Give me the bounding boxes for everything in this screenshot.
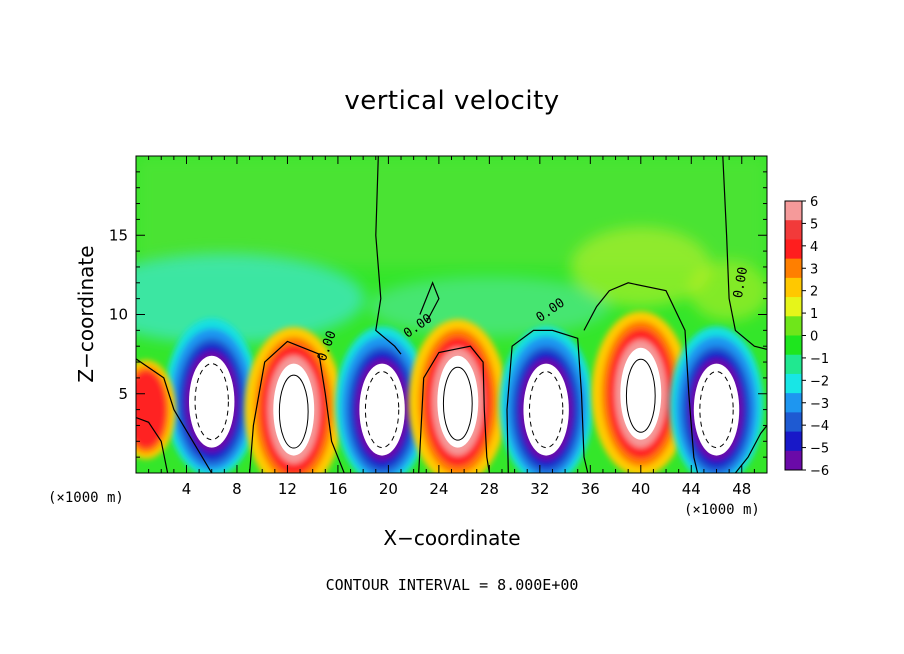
x-tick-label: 20 [379,480,398,498]
colorbar-tick-label: −1 [810,352,829,367]
colorbar-swatch [785,201,802,221]
colorbar-swatch [785,431,802,452]
convective-cell [136,360,176,460]
convective-cell [499,326,594,473]
convective-cell [591,311,691,473]
x-tick-label: 44 [682,480,701,498]
band-blob [570,226,711,307]
y-tick-label: 10 [109,306,128,324]
colorbar-tick-label: −5 [810,442,829,457]
colorbar-swatch [785,239,802,260]
colorbar-swatch [785,220,802,240]
contour-interval-note: CONTOUR INTERVAL = 8.000E+00 [325,576,579,594]
colorbar-swatch [785,450,802,471]
zero-contour-line [375,156,402,355]
colorbar-tick-label: 4 [810,240,818,255]
x-tick-label: 28 [480,480,499,498]
x-axis-label: X−coordinate [383,526,521,550]
zero-contour-line [506,329,589,473]
cell-contour-dashed [364,371,400,449]
cell-core [359,363,405,456]
zero-contour-line [583,282,699,473]
colorbar: 6 5 4 3 2 1 0 −1 −2 −3 −4 −5 −6 [784,195,829,479]
cell-ring [136,370,167,449]
x-tick-label: 36 [581,480,600,498]
colorbar-swatch [785,335,802,356]
band-blob [689,260,767,321]
colorbar-tick-label: 2 [810,285,818,300]
zero-contours [136,156,767,473]
x-tick-label: 12 [278,480,297,498]
convective-cell [335,326,430,473]
colorbar-tick-label: 5 [810,217,818,232]
zero-contour-line [419,281,440,323]
colorbar-swatch [785,373,802,394]
y-tick-label: 15 [109,226,128,244]
x-tick-label: 32 [530,480,549,498]
convective-cell [669,326,764,473]
zero-contour-line [722,156,767,350]
cell-core [693,363,740,456]
contour-label: 0.00 [731,266,751,299]
zero-contour-line [136,416,169,473]
x-tick-label: 4 [182,480,192,498]
colorbar-tick-label: −2 [810,374,829,389]
x-tick-label: 8 [232,480,242,498]
x-tick-label: 16 [328,480,347,498]
colorbar-swatch [785,277,802,298]
cell-contour-dashed [194,363,229,441]
y-tick-label: 5 [118,385,128,403]
x-tick-label: 40 [631,480,650,498]
colorbar-swatch [785,354,802,375]
zero-contour-line [418,345,490,473]
colorbar-tick-label: −3 [810,397,829,412]
colorbar-tick-label: 3 [810,262,818,277]
x-tick-label: 24 [429,480,448,498]
zero-contour-line [249,340,345,473]
x-unit-label-right: (×1000 m) [684,502,760,518]
colorbar-tick-label: 6 [810,195,818,210]
colorbar-tick-label: 0 [810,330,818,345]
cell-contour-dashed [699,371,734,449]
convective-cell [408,319,508,473]
negative-band [136,226,767,344]
colorbar-tick-label: −6 [810,464,829,479]
colorbar-tick-label: −4 [810,419,829,434]
chart-title: vertical velocity [344,86,560,116]
colorbar-swatch [785,316,802,336]
colorbar-swatch [785,258,802,279]
colorbar-tick-label: 1 [810,307,818,322]
zero-contour-line [136,358,213,473]
velocity-field [136,156,767,473]
cell-contour-solid [625,358,656,433]
cell-core [189,355,235,448]
cell-contour-solid [442,366,473,441]
x-unit-label-left: (×1000 m) [48,490,124,506]
cell-contour-dashed [528,371,564,449]
x-tick-label: 48 [732,480,751,498]
convective-cell [244,327,343,473]
cell-contour-solid [278,374,309,449]
convective-cell [164,318,259,473]
colorbar-swatch [785,393,802,413]
colorbar-swatch [785,297,802,317]
band-blob [136,253,365,344]
cell-core [523,363,569,456]
colorbar-swatch [785,412,802,433]
